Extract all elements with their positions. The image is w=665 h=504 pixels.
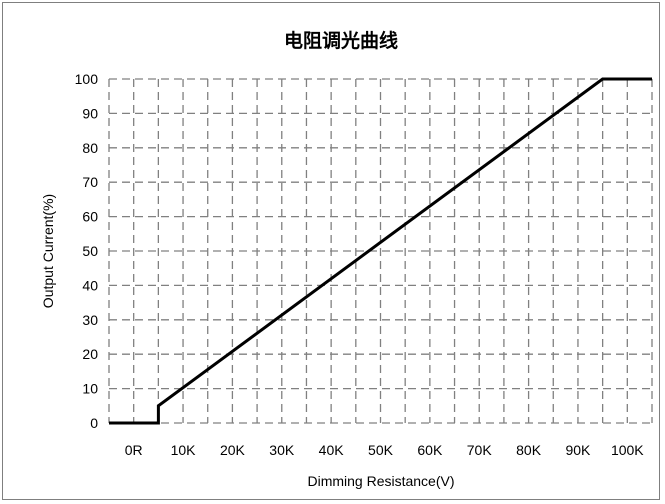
y-axis-ticks: 0 10 20 30 40 50 60 70 80 90 100 bbox=[75, 71, 99, 431]
y-tick-label: 40 bbox=[82, 277, 98, 293]
y-tick-label: 90 bbox=[82, 105, 98, 121]
y-tick-label: 80 bbox=[82, 140, 98, 156]
x-tick-label: 0R bbox=[125, 442, 143, 458]
x-tick-label: 30K bbox=[269, 442, 295, 458]
x-axis-label: Dimming Resistance(V) bbox=[307, 473, 454, 489]
chart-frame: 电阻调光曲线 0R 10K 20K 30K 40K 50K 60K 70K 80K 90K 100K… bbox=[2, 2, 660, 500]
chart-title: 电阻调光曲线 bbox=[284, 29, 398, 52]
y-tick-label: 0 bbox=[90, 415, 98, 431]
x-tick-label: 10K bbox=[171, 442, 197, 458]
y-tick-label: 100 bbox=[75, 71, 99, 87]
series-layer bbox=[109, 77, 652, 425]
y-tick-label: 70 bbox=[82, 174, 98, 190]
x-axis-ticks: 0R 10K 20K 30K 40K 50K 60K 70K 80K 90K 100K bbox=[125, 442, 645, 458]
line-chart: 电阻调光曲线 0R 10K 20K 30K 40K 50K 60K 70K 80K 90K 100K… bbox=[40, 29, 653, 489]
y-tick-label: 30 bbox=[82, 312, 98, 328]
y-axis-label: Output Current(%) bbox=[40, 194, 56, 308]
x-tick-label: 70K bbox=[467, 442, 493, 458]
x-tick-label: 40K bbox=[319, 442, 345, 458]
grid bbox=[108, 78, 653, 424]
x-tick-label: 20K bbox=[220, 442, 246, 458]
x-tick-label: 90K bbox=[565, 442, 591, 458]
series-line bbox=[109, 77, 652, 425]
y-tick-label: 50 bbox=[82, 243, 98, 259]
x-tick-label: 60K bbox=[417, 442, 443, 458]
y-tick-label: 10 bbox=[82, 381, 98, 397]
x-tick-label: 100K bbox=[611, 442, 644, 458]
x-tick-label: 50K bbox=[368, 442, 394, 458]
y-tick-label: 60 bbox=[82, 209, 98, 225]
y-tick-label: 20 bbox=[82, 346, 98, 362]
x-tick-label: 80K bbox=[516, 442, 542, 458]
